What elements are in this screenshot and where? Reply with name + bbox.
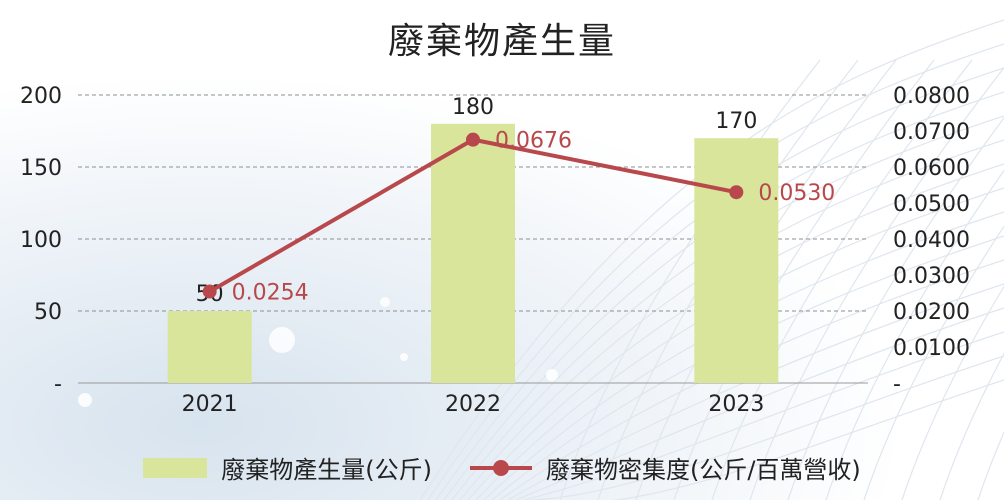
y-right-tick-label: 0.0100	[893, 336, 970, 361]
bg-dot	[78, 393, 92, 407]
bg-mesh-curve	[597, 59, 859, 500]
bg-mesh-curve	[711, 59, 973, 500]
bg-dot	[400, 353, 408, 361]
x-tick-label: 2023	[708, 392, 764, 417]
legend: 廢棄物產生量(公斤) 廢棄物密集度(公斤/百萬營收)	[0, 450, 1004, 485]
bar-data-label: 170	[715, 109, 757, 134]
legend-item-line: 廢棄物密集度(公斤/百萬營收)	[469, 450, 861, 485]
bg-mesh-curve	[939, 352, 1004, 500]
y-left-tick-label: 100	[20, 228, 62, 253]
bg-mesh-curve	[507, 283, 1004, 500]
chart-title: 廢棄物產生量	[387, 21, 616, 62]
bg-dot	[380, 297, 390, 307]
legend-swatch-bar	[143, 457, 208, 478]
bg-mesh-curve	[787, 116, 1004, 500]
y-right-tick-label: 0.0800	[893, 84, 970, 109]
bg-mesh-curve	[863, 225, 1004, 500]
y-right-tick-label: -	[893, 372, 901, 397]
line-data-label: 0.0254	[232, 281, 309, 306]
bar	[694, 138, 779, 383]
bg-mesh-curve	[749, 66, 1004, 500]
y-right-tick-label: 0.0600	[893, 156, 970, 181]
bg-mesh-curve	[901, 285, 1004, 500]
bg-mesh-curve	[531, 355, 1004, 500]
line-point	[202, 284, 217, 299]
legend-swatch-line	[469, 457, 532, 479]
bar-data-label: 180	[452, 95, 494, 120]
x-tick-label: 2021	[182, 392, 238, 417]
line-data-label: 0.0676	[495, 129, 572, 154]
y-right-tick-label: 0.0200	[893, 300, 970, 325]
y-left-tick-label: 200	[20, 84, 62, 109]
y-left-tick-label: -	[54, 372, 62, 397]
line-point	[466, 132, 480, 147]
y-left-tick-label: 150	[20, 156, 62, 181]
line-data-label: 0.0530	[758, 181, 835, 206]
bg-dot	[546, 369, 558, 381]
bg-mesh-curve	[515, 307, 1004, 500]
y-left-tick-label: 50	[34, 300, 62, 325]
x-tick-label: 2022	[445, 392, 501, 417]
line-point	[729, 185, 744, 200]
bg-mesh-curve	[825, 169, 1004, 500]
bg-mesh-curve	[977, 430, 1004, 500]
bg-mesh-curve	[540, 379, 1004, 500]
y-right-tick-label: 0.0400	[893, 228, 970, 253]
legend-label-line: 廢棄物密集度(公斤/百萬營收)	[545, 456, 861, 484]
bg-mesh-curve	[559, 59, 821, 500]
y-right-tick-label: 0.0300	[893, 264, 970, 289]
bg-mesh-curve	[523, 331, 1004, 500]
legend-label-bar: 廢棄物產生量(公斤)	[221, 456, 432, 484]
y-right-tick-label: 0.0500	[893, 192, 970, 217]
bg-dot	[269, 327, 295, 353]
bar	[431, 123, 515, 384]
bar	[167, 311, 252, 383]
y-right-tick-label: 0.0700	[893, 120, 970, 145]
legend-item-bar: 廢棄物產生量(公斤)	[143, 450, 432, 485]
